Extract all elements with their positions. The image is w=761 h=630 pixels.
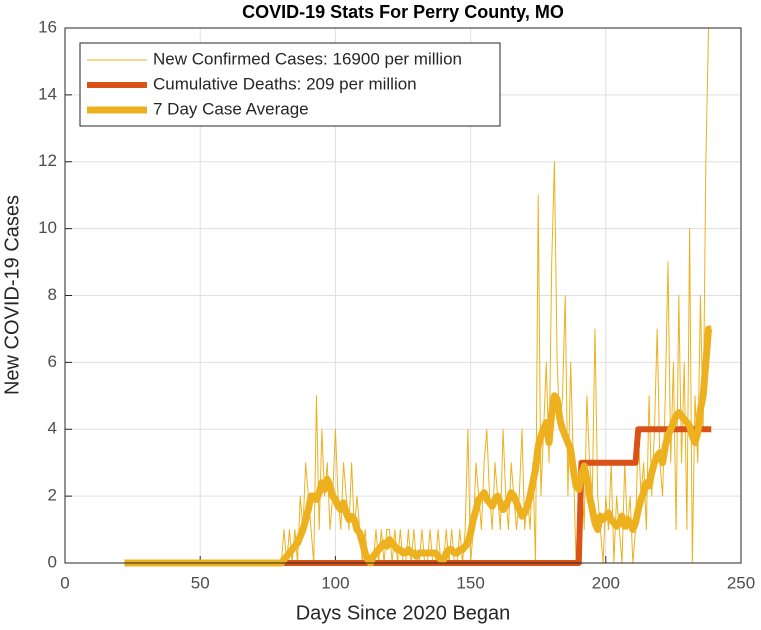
x-tick-label: 100 — [321, 573, 349, 592]
chart-title: COVID-19 Stats For Perry County, MO — [242, 2, 564, 22]
legend-label: New Confirmed Cases: 16900 per million — [153, 49, 462, 68]
y-tick-label: 16 — [38, 17, 57, 36]
y-tick-label: 10 — [38, 218, 57, 237]
y-tick-label: 2 — [48, 486, 57, 505]
x-tick-label: 250 — [727, 573, 755, 592]
x-tick-label: 150 — [456, 573, 484, 592]
y-tick-label: 4 — [48, 419, 57, 438]
y-axis-label: New COVID-19 Cases — [1, 195, 23, 395]
x-tick-label: 50 — [191, 573, 210, 592]
legend-box — [79, 42, 501, 127]
y-tick-label: 8 — [48, 285, 57, 304]
plot-frame — [64, 27, 742, 564]
x-tick-label: 0 — [60, 573, 69, 592]
y-tick-label: 14 — [38, 84, 57, 103]
y-tick-label: 6 — [48, 352, 57, 371]
legend: New Confirmed Cases: 16900 per million Cu… — [79, 42, 501, 127]
legend-label: 7 Day Case Average — [153, 99, 309, 118]
y-tick-label: 12 — [38, 151, 57, 170]
x-axis-label: Days Since 2020 Began — [296, 602, 511, 624]
y-tick-label: 0 — [48, 552, 57, 571]
x-tick-label: 200 — [592, 573, 620, 592]
legend-label: Cumulative Deaths: 209 per million — [153, 74, 417, 93]
